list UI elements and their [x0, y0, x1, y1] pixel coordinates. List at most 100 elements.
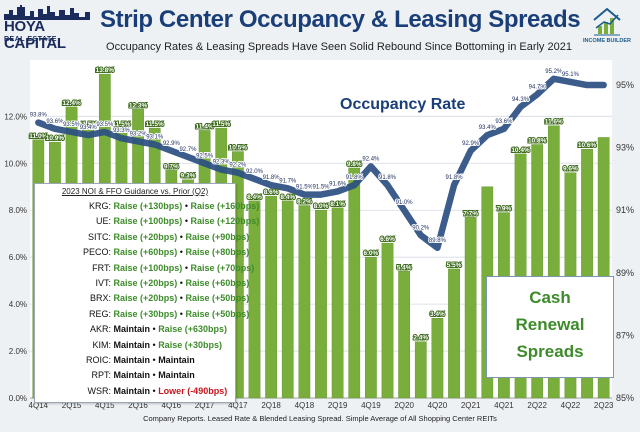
guidance-noi: Raise (+100bps): [113, 262, 183, 273]
bullet-separator: •: [182, 216, 191, 227]
x-tick-label: 4Q14: [29, 401, 49, 410]
bar-value-label: 8.4%: [247, 194, 262, 201]
guidance-ticker: RPT:: [91, 370, 111, 381]
y-left-tick-label: 12.0%: [4, 112, 27, 121]
occupancy-value-label: 93.5%: [96, 122, 114, 128]
x-tick-label: 2Q17: [195, 401, 215, 410]
y-left-tick-label: 6.0%: [9, 253, 27, 262]
guidance-noi: Raise (+20bps): [113, 231, 178, 242]
bar-value-label: 10.4%: [511, 147, 530, 154]
y-left-tick-label: 4.0%: [9, 300, 27, 309]
guidance-noi: Raise (+30bps): [113, 308, 178, 319]
bar: [248, 200, 261, 399]
y-right-tick-label: 85%: [616, 393, 634, 403]
x-tick-label: 2Q23: [594, 401, 614, 410]
bar-value-label: 12.3%: [129, 102, 148, 109]
guidance-ffo: Raise (+90bps): [185, 231, 250, 242]
occupancy-value-label: 95.2%: [545, 69, 563, 75]
guidance-ticker: PECO:: [82, 247, 111, 258]
guidance-row: WSR: Maintain • Lower (-490bps): [35, 386, 235, 396]
guidance-ticker: ROIC:: [85, 355, 111, 365]
bar-value-label: 11.5%: [112, 121, 130, 128]
bar: [398, 271, 410, 399]
bar-value-label: 11.5%: [79, 121, 97, 128]
guidance-noi: Raise (+130bps): [113, 201, 183, 211]
logo-subtitle: REAL ESTATE: [4, 36, 57, 43]
bar: [315, 210, 327, 399]
bar-value-label: 11.0%: [29, 133, 47, 140]
occupancy-value-label: 90.2%: [412, 225, 430, 231]
guidance-title: 2023 NOI & FFO Guidance vs. Prior (Q2): [61, 187, 209, 196]
x-tick-label: 2Q19: [328, 401, 348, 410]
cash-box-line: Cash: [529, 288, 571, 307]
bar: [331, 207, 344, 399]
guidance-ffo: Raise (+30bps): [158, 339, 222, 350]
bar: [431, 317, 444, 399]
occupancy-value-label: 93.4%: [80, 125, 98, 131]
bar-value-label: 9.7%: [164, 163, 179, 170]
x-tick-label: 2Q20: [394, 401, 414, 410]
income-builder-label: INCOME BUILDER: [583, 38, 631, 44]
guidance-ffo: Raise (+630bps): [158, 324, 227, 335]
bar-value-label: 2.4%: [413, 335, 428, 342]
guidance-ticker: KRG:: [88, 201, 111, 211]
guidance-noi: Maintain: [113, 385, 151, 396]
occupancy-value-label: 94.3%: [512, 97, 530, 103]
bar-value-label: 6.0%: [363, 250, 378, 257]
bar: [281, 200, 294, 399]
bullet-separator: •: [182, 262, 191, 273]
guidance-ffo: Raise (+60bps): [185, 278, 250, 288]
occupancy-line: [35, 75, 607, 252]
x-tick-label: 2Q21: [461, 401, 481, 410]
bar-value-label: 10.9%: [46, 135, 65, 142]
bar: [531, 144, 544, 399]
guidance-ticker: WSR:: [87, 385, 112, 396]
bar: [581, 148, 593, 399]
occupancy-value-label: 89.8%: [429, 238, 447, 244]
bullet-separator: •: [177, 231, 186, 242]
x-tick-label: 2Q16: [128, 401, 148, 410]
guidance-row: SITC: Raise (+20bps) • Raise (+90bps): [35, 231, 249, 242]
bar: [348, 167, 361, 399]
cash-renewal-spreads-box: Cash Renewal Spreads: [486, 276, 614, 378]
guidance-row: BRX: Raise (+20bps) • Raise (+50bps): [35, 293, 249, 303]
bar-value-label: 9.8%: [347, 161, 362, 168]
occupancy-value-label: 91.5%: [312, 185, 330, 191]
bar-value-label: 7.9%: [497, 206, 512, 213]
bullet-separator: •: [177, 308, 186, 319]
bar-value-label: 10.5%: [229, 145, 248, 152]
occupancy-value-label: 91.8%: [263, 175, 281, 181]
occupancy-value-label: 92.3%: [213, 160, 231, 166]
bar-value-label: 8.0%: [314, 203, 329, 210]
guidance-ffo: Maintain: [158, 355, 195, 365]
guidance-noi: Maintain: [113, 339, 151, 350]
guidance-row: KIM: Maintain • Raise (+30bps): [35, 340, 235, 350]
bar-value-label: 3.4%: [430, 311, 445, 318]
bullet-separator: •: [150, 385, 159, 396]
bar-value-label: 11.5%: [212, 121, 230, 128]
bar-value-label: 8.1%: [330, 201, 345, 208]
occupancy-value-label: 91.8%: [346, 175, 364, 181]
x-tick-label: 4Q21: [494, 401, 514, 410]
x-tick-label: 2Q15: [62, 401, 82, 410]
cash-box-line: Renewal: [515, 315, 585, 334]
bar: [365, 256, 377, 399]
occupancy-value-label: 93.1%: [146, 135, 164, 141]
bar-value-label: 9.6%: [563, 166, 578, 173]
bar-value-label: 10.6%: [578, 142, 597, 149]
guidance-ticker: AKR:: [89, 324, 111, 335]
x-tick-label: 4Q15: [95, 401, 115, 410]
guidance-ticker: FRT:: [92, 262, 111, 273]
bar-value-label: 11.5%: [146, 121, 164, 128]
guidance-row: UE: Raise (+100bps) • Raise (+120bps): [35, 216, 259, 227]
y-right-tick-label: 95%: [616, 80, 634, 90]
x-tick-label: 2Q22: [527, 401, 547, 410]
bar-value-label: 8.6%: [264, 189, 279, 196]
x-tick-label: 4Q16: [162, 401, 182, 410]
occupancy-rate-label: Occupancy Rate: [340, 96, 466, 113]
guidance-row: REG: Raise (+30bps) • Raise (+50bps): [35, 308, 249, 319]
guidance-row: AKR: Maintain • Raise (+630bps): [35, 324, 235, 334]
bar-value-label: 8.4%: [280, 194, 295, 201]
occupancy-value-label: 92.4%: [362, 156, 380, 162]
